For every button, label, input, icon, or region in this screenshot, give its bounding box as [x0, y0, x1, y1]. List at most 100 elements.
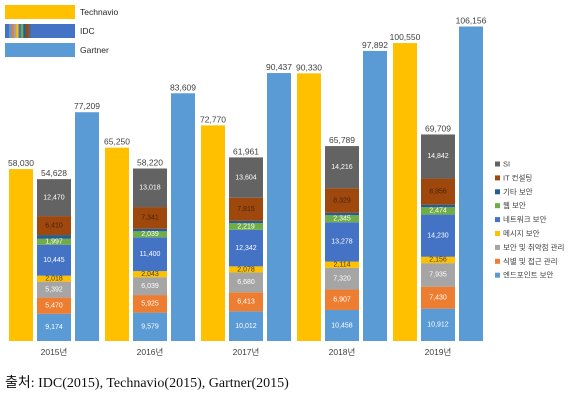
- legend-swatch-technavio: [5, 5, 75, 19]
- x-tick-label-2019: 2019년: [425, 347, 452, 357]
- bar-segment-network-security-2015: [37, 244, 71, 276]
- bar-gartner-2017: [267, 73, 291, 342]
- legend-label-other-security: 기타 보안: [503, 186, 533, 196]
- bar-segment-other-security-2016: [133, 228, 167, 232]
- bar-segment-message-security-2019: [421, 256, 455, 264]
- bar-segment-message-security-2016: [133, 271, 167, 278]
- legend-item-it-consulting: IT 컨설팅: [495, 172, 532, 182]
- legend-item-si: SI: [495, 160, 510, 169]
- legend-swatch-message-security: [495, 231, 500, 236]
- segment-label-vulnerability-management-2015: 5,392: [45, 286, 63, 293]
- segment-label-si-2015: 12,470: [43, 194, 65, 201]
- bar-segment-web-security-2018: [325, 215, 359, 223]
- legend-label-idc: IDC: [80, 26, 95, 36]
- value-label-technavio-2017: 72,770: [200, 114, 226, 124]
- value-label-idc-2016: 58,220: [137, 157, 163, 167]
- value-label-technavio-2015: 58,030: [8, 158, 34, 168]
- bar-segment-identity-access-management-2016: [133, 295, 167, 313]
- value-label-gartner-2018: 97,892: [362, 40, 388, 50]
- segment-label-vulnerability-management-2016: 6,039: [141, 283, 159, 290]
- bars-layer: [9, 26, 483, 342]
- segment-label-network-security-2017: 12,342: [235, 245, 257, 252]
- bar-segment-vulnerability-management-2015: [37, 281, 71, 298]
- segment-label-identity-access-management-2018: 6,907: [333, 297, 351, 304]
- bar-segment-endpoint-security-2018: [325, 310, 359, 341]
- value-label-technavio-2018: 90,330: [296, 62, 322, 72]
- legend-swatch-idc-stripes: [9, 24, 31, 38]
- segment-label-it-consulting-2018: 8,329: [333, 197, 351, 204]
- segment-label-endpoint-security-2019: 10,912: [427, 322, 449, 329]
- bar-technavio-2016: [105, 147, 129, 341]
- bar-segment-it-consulting-2015: [37, 216, 71, 236]
- segment-label-identity-access-management-2015: 5,470: [45, 303, 63, 310]
- x-tick-label-2016: 2016년: [137, 347, 164, 357]
- segment-label-vulnerability-management-2019: 7,935: [429, 272, 447, 279]
- bar-segment-message-security-2015: [37, 275, 71, 282]
- bar-gartner-2019: [459, 26, 483, 341]
- value-label-idc-2015: 54,628: [41, 168, 67, 178]
- bar-gartner-2018: [363, 50, 387, 341]
- legend-swatch-stripe-si: [28, 24, 31, 38]
- segment-label-si-2019: 14,842: [427, 153, 449, 160]
- x-tick-label-2018: 2018년: [329, 347, 356, 357]
- legend-label-network-security: 네트워크 보안: [503, 214, 547, 224]
- legend-swatch-identity-access-management: [495, 258, 500, 264]
- segment-label-endpoint-security-2016: 9,579: [141, 324, 159, 331]
- legend-label-vulnerability-management: 보안 및 취약점 관리: [503, 242, 564, 252]
- segment-label-web-security-2015: 1,997: [45, 239, 63, 246]
- legend-swatch-stripe-message-security: [16, 24, 19, 38]
- bar-technavio-2019: [393, 43, 417, 342]
- bar-segment-si-2018: [325, 146, 359, 189]
- segment-label-endpoint-security-2015: 9,174: [45, 324, 63, 331]
- segment-label-it-consulting-2015: 6,410: [45, 222, 63, 229]
- bar-segment-si-2019: [421, 134, 455, 179]
- legend-item-web-security: 웹 보안: [495, 200, 526, 210]
- legend-swatch-stripe-web-security: [21, 24, 24, 38]
- segment-label-message-security-2016: 2,043: [141, 271, 159, 278]
- value-label-gartner-2019: 106,156: [456, 15, 487, 25]
- x-axis-labels: 2015년 2016년 2017년 2018년 2019년: [41, 347, 452, 357]
- bar-segment-vulnerability-management-2019: [421, 263, 455, 287]
- segment-label-it-consulting-2016: 7,341: [141, 215, 159, 222]
- bar-segment-identity-access-management-2018: [325, 289, 359, 311]
- legend-item-vulnerability-management: 보안 및 취약점 관리: [495, 242, 564, 252]
- segment-label-network-security-2019: 14,230: [427, 232, 449, 239]
- legend-swatch-gartner: [5, 43, 75, 57]
- segment-label-network-security-2015: 10,445: [43, 257, 65, 264]
- segment-label-vulnerability-management-2017: 6,680: [237, 279, 255, 286]
- bar-segment-web-security-2015: [37, 238, 71, 245]
- bar-segment-web-security-2019: [421, 207, 455, 215]
- legend-label-gartner: Gartner: [80, 45, 109, 55]
- value-labels-layer: 58,030 9,174 5,470 5,392 2,018 10,445 1,997 6,4…: [8, 15, 487, 331]
- value-label-idc-2018: 65,789: [329, 135, 355, 145]
- segment-label-identity-access-management-2019: 7,430: [429, 294, 447, 301]
- segment-label-endpoint-security-2017: 10,012: [235, 323, 257, 330]
- segment-label-identity-access-management-2016: 5,925: [141, 301, 159, 308]
- bar-segment-it-consulting-2018: [325, 188, 359, 213]
- source-note: 출처: IDC(2015), Technavio(2015), Gartner(…: [5, 375, 289, 391]
- segment-label-it-consulting-2019: 8,856: [429, 188, 447, 195]
- segment-label-web-security-2019: 2,474: [429, 208, 447, 215]
- value-label-gartner-2015: 77,209: [74, 101, 100, 111]
- segment-label-network-security-2018: 13,278: [331, 239, 353, 246]
- x-tick-label-2015: 2015년: [41, 347, 68, 357]
- bar-segment-message-security-2017: [229, 266, 263, 273]
- legend-swatch-stripe-other-security: [23, 24, 26, 38]
- bar-segment-other-security-2018: [325, 212, 359, 216]
- bar-segment-endpoint-security-2019: [421, 308, 455, 341]
- legend-swatch-it-consulting: [495, 175, 500, 181]
- value-label-idc-2017: 61,961: [233, 146, 259, 156]
- bar-technavio-2018: [297, 73, 321, 341]
- bar-segment-si-2016: [133, 168, 167, 208]
- value-label-gartner-2017: 90,437: [266, 62, 292, 72]
- legend-swatch-other-security: [495, 189, 500, 195]
- legend-swatch-stripe-vulnerability-management: [13, 24, 17, 38]
- legend-item-endpoint-security: 엔드포인트 보안: [495, 270, 553, 280]
- segment-label-message-security-2019: 2,156: [429, 257, 447, 264]
- segment-label-web-security-2016: 2,039: [141, 231, 159, 238]
- bar-segment-it-consulting-2019: [421, 178, 455, 205]
- legend-label-endpoint-security: 엔드포인트 보안: [503, 270, 553, 280]
- bar-segment-message-security-2018: [325, 261, 359, 268]
- x-tick-label-2017: 2017년: [233, 347, 260, 357]
